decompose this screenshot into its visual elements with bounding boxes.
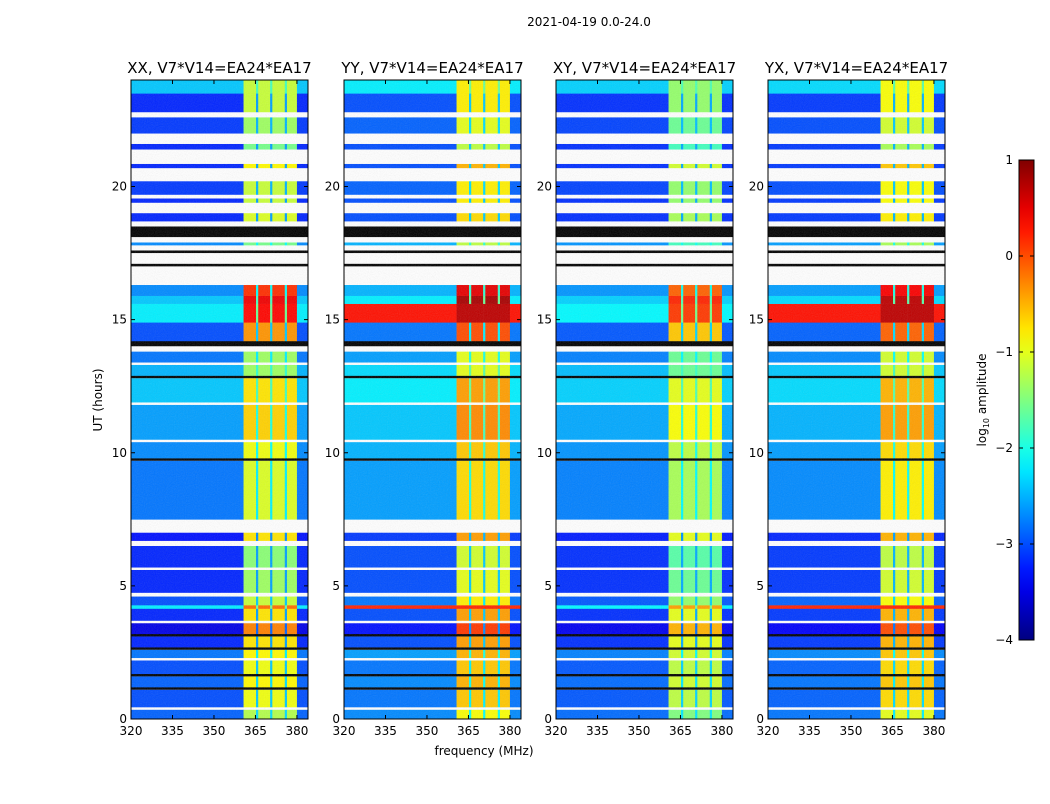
x-tick-label: 335: [161, 724, 184, 738]
colorbar-tick-label: −2: [995, 441, 1013, 455]
x-tick-label: 350: [840, 724, 863, 738]
y-tick-label: 15: [325, 313, 340, 327]
y-axis-label: UT (hours): [91, 368, 105, 431]
x-tick-label: 365: [881, 724, 904, 738]
plot-frame: [555, 79, 734, 720]
panel-title: XY, V7*V14=EA24*EA17: [553, 59, 736, 77]
y-tick-label: 20: [112, 180, 127, 194]
panel-yx: YX, V7*V14=EA24*EA17 320 335 350 365 380 0 5 10 1…: [749, 59, 948, 738]
plot-frame: [343, 79, 522, 720]
colorbar-ticks: −4 −3 −2 −1 0 1: [995, 153, 1034, 647]
x-tick-label: 380: [285, 724, 308, 738]
panel-title: XX, V7*V14=EA24*EA17: [127, 59, 311, 77]
plot-frame: [767, 79, 946, 720]
y-tick-label: 0: [119, 712, 127, 726]
colorbar-tick-label: −1: [995, 345, 1013, 359]
y-tick-label: 10: [112, 446, 127, 460]
x-tick-label: 320: [757, 724, 780, 738]
colorbar-label-rest: amplitude: [975, 354, 989, 418]
x-axis-label: frequency (MHz): [434, 744, 533, 758]
y-tick-label: 15: [537, 313, 552, 327]
y-tick-label: 5: [332, 579, 340, 593]
y-tick-label: 0: [332, 712, 340, 726]
y-tick-label: 20: [325, 180, 340, 194]
colorbar-tick-label: −3: [995, 537, 1013, 551]
y-tick-label: 0: [756, 712, 764, 726]
x-tick-label: 335: [798, 724, 821, 738]
y-tick-label: 15: [749, 313, 764, 327]
x-tick-label: 350: [203, 724, 226, 738]
panels: XX, V7*V14=EA24*EA17 320 335 350 365 380 0 5 10 1…: [112, 59, 948, 738]
x-tick-label: 380: [922, 724, 945, 738]
y-tick-label: 10: [537, 446, 552, 460]
y-tick-label: 5: [756, 579, 764, 593]
x-tick-label: 335: [374, 724, 397, 738]
x-tick-label: 365: [669, 724, 692, 738]
y-tick-label: 5: [544, 579, 552, 593]
x-tick-label: 335: [586, 724, 609, 738]
colorbar-tick-label: −4: [995, 633, 1013, 647]
colorbar-label: log10 amplitude: [975, 354, 991, 447]
x-tick-label: 365: [244, 724, 267, 738]
plot-frame: [130, 79, 309, 720]
y-tick-label: 0: [544, 712, 552, 726]
figure-suptitle: 2021-04-19 0.0-24.0: [527, 15, 651, 29]
y-tick-label: 5: [119, 579, 127, 593]
panel-yy: YY, V7*V14=EA24*EA17 320 335 350 365 380 0 5 10 1…: [325, 59, 524, 738]
y-tick-label: 15: [112, 313, 127, 327]
colorbar-label-sub: 10: [982, 418, 991, 428]
y-tick-label: 20: [537, 180, 552, 194]
panel-xx: XX, V7*V14=EA24*EA17 320 335 350 365 380 0 5 10 1…: [112, 59, 312, 738]
y-tick-label: 10: [749, 446, 764, 460]
x-tick-label: 320: [545, 724, 568, 738]
x-tick-label: 365: [457, 724, 480, 738]
colorbar-gradient: [1018, 159, 1035, 641]
colorbar-tick-label: 1: [1005, 153, 1013, 167]
panel-title: YX, V7*V14=EA24*EA17: [764, 59, 948, 77]
heatmap-texture: [131, 80, 308, 719]
y-tick-label: 20: [749, 180, 764, 194]
x-tick-label: 320: [120, 724, 143, 738]
x-tick-label: 350: [416, 724, 439, 738]
x-tick-label: 350: [628, 724, 651, 738]
colorbar-tick-label: 0: [1005, 249, 1013, 263]
x-tick-label: 320: [333, 724, 356, 738]
panel-title: YY, V7*V14=EA24*EA17: [340, 59, 523, 77]
x-tick-label: 380: [498, 724, 521, 738]
heatmap-texture: [768, 80, 945, 719]
heatmap-texture: [556, 80, 733, 719]
heatmap-texture: [344, 80, 521, 719]
y-tick-label: 10: [325, 446, 340, 460]
panel-xy: XY, V7*V14=EA24*EA17 320 335 350 365 380 0 5 10 1…: [537, 59, 736, 738]
colorbar-label-log: log: [975, 428, 989, 446]
colorbar: log10 amplitude −4 −3 −2 −1 0 1: [975, 153, 1035, 647]
x-tick-label: 380: [710, 724, 733, 738]
